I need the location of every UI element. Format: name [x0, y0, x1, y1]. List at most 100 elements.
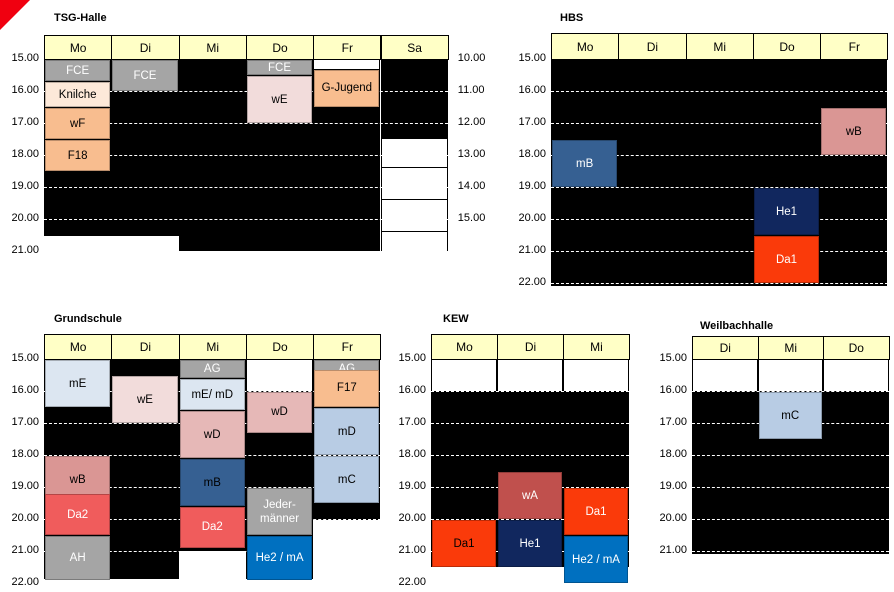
hour-line [380, 199, 448, 200]
training-block[interactable]: wF [45, 108, 111, 139]
training-block[interactable]: mB [179, 459, 245, 507]
panel-title: KEW [443, 313, 469, 325]
training-block[interactable]: mC [758, 392, 822, 439]
empty-slot [314, 59, 380, 69]
time-label: 19.00 [518, 180, 546, 192]
time-label: 20.00 [398, 512, 426, 524]
day-header-di: Di [618, 33, 687, 60]
training-block[interactable]: FCE [246, 60, 313, 75]
empty-slot [824, 359, 888, 391]
hour-line [380, 231, 448, 232]
time-label: 20.00 [11, 212, 39, 224]
time-label: 17.00 [398, 416, 426, 428]
hour-line [551, 155, 888, 156]
panel-title: Weilbachhalle [700, 320, 774, 332]
time-label-right: 14.00 [457, 180, 486, 192]
time-label: 20.00 [518, 212, 546, 224]
training-block[interactable]: mC [314, 456, 380, 503]
training-block[interactable]: AH [45, 536, 111, 580]
training-block[interactable]: He2 / mA [564, 536, 628, 583]
day-header-do: Do [245, 334, 315, 360]
empty-slot [381, 139, 447, 251]
training-block[interactable]: wD [246, 392, 313, 433]
empty-slot [564, 359, 628, 391]
day-header-di: Di [111, 334, 180, 360]
training-block[interactable]: F17 [314, 369, 380, 407]
empty-slot [693, 359, 757, 391]
hour-line [44, 91, 448, 92]
hour-line [44, 583, 381, 584]
training-block[interactable]: mE [45, 360, 111, 407]
time-label: 16.00 [398, 384, 426, 396]
training-block[interactable]: He1 [753, 188, 820, 235]
training-block[interactable]: FCE [112, 60, 178, 91]
time-label: 17.00 [11, 416, 39, 428]
day-header-di: Di [111, 35, 180, 60]
time-label: 21.00 [11, 544, 39, 556]
time-label: 17.00 [518, 116, 546, 128]
hour-line [431, 519, 629, 520]
training-block[interactable]: wD [179, 411, 245, 459]
day-header-fr: Fr [820, 33, 889, 60]
training-block[interactable]: wB [821, 108, 887, 155]
day-header-di: Di [497, 334, 564, 360]
training-block[interactable]: Knilche [45, 82, 111, 107]
day-header-fr: Fr [313, 334, 382, 360]
time-label: 16.00 [659, 384, 687, 396]
time-label: 15.00 [398, 352, 426, 364]
empty-slot [498, 359, 562, 391]
hour-line [380, 167, 448, 168]
training-block[interactable]: Da2 [179, 507, 245, 548]
hour-line [44, 187, 448, 188]
time-label: 20.00 [659, 512, 687, 524]
time-label: 18.00 [398, 448, 426, 460]
training-block[interactable]: FCE [45, 60, 111, 82]
training-block[interactable]: AG [179, 360, 245, 379]
day-column [820, 59, 888, 286]
training-block[interactable]: G-Jugend [314, 69, 380, 107]
training-block[interactable]: mB [552, 140, 618, 187]
training-block[interactable]: Da1 [564, 488, 628, 535]
hour-line [380, 135, 448, 136]
training-block[interactable]: mD [314, 408, 380, 455]
time-label: 15.00 [659, 352, 687, 364]
hour-line [551, 91, 888, 92]
day-column [685, 59, 753, 286]
time-label-right: 12.00 [457, 116, 486, 128]
day-header-do: Do [245, 35, 315, 60]
training-block[interactable]: Da1 [753, 236, 820, 283]
day-header-do: Do [823, 336, 890, 360]
hour-line [44, 251, 448, 252]
hour-line [431, 423, 629, 424]
day-header-mo: Mo [431, 334, 498, 360]
empty-slot [246, 359, 313, 391]
training-block[interactable]: wA [498, 472, 562, 519]
time-label: 15.00 [11, 52, 39, 64]
hour-line [44, 219, 448, 220]
training-block[interactable]: Da1 [432, 520, 496, 567]
time-label: 19.00 [398, 480, 426, 492]
day-header-mi: Mi [563, 334, 630, 360]
training-block[interactable]: Jeder-männer [246, 488, 313, 535]
panel-title: HBS [560, 12, 584, 24]
time-label: 22.00 [518, 276, 546, 288]
time-label: 21.00 [11, 244, 39, 256]
training-block[interactable]: wE [112, 376, 178, 423]
time-label: 16.00 [518, 84, 546, 96]
day-header-mo: Mo [44, 35, 113, 60]
hour-line [551, 123, 888, 124]
day-header-fr: Fr [313, 35, 382, 60]
training-block[interactable]: F18 [45, 140, 111, 171]
day-header-mi: Mi [757, 336, 824, 360]
empty-slot [432, 359, 496, 391]
time-label: 18.00 [659, 448, 687, 460]
training-block[interactable]: He1 [498, 520, 562, 567]
day-header-sa: Sa [380, 35, 449, 60]
training-block[interactable]: wE [246, 76, 313, 123]
time-label: 16.00 [11, 84, 39, 96]
training-block[interactable]: mE/ mD [179, 379, 245, 411]
hour-line [551, 283, 888, 284]
day-header-mi: Mi [685, 33, 754, 60]
training-block[interactable]: Da2 [45, 494, 111, 535]
training-block[interactable]: He2 / mA [246, 536, 313, 580]
